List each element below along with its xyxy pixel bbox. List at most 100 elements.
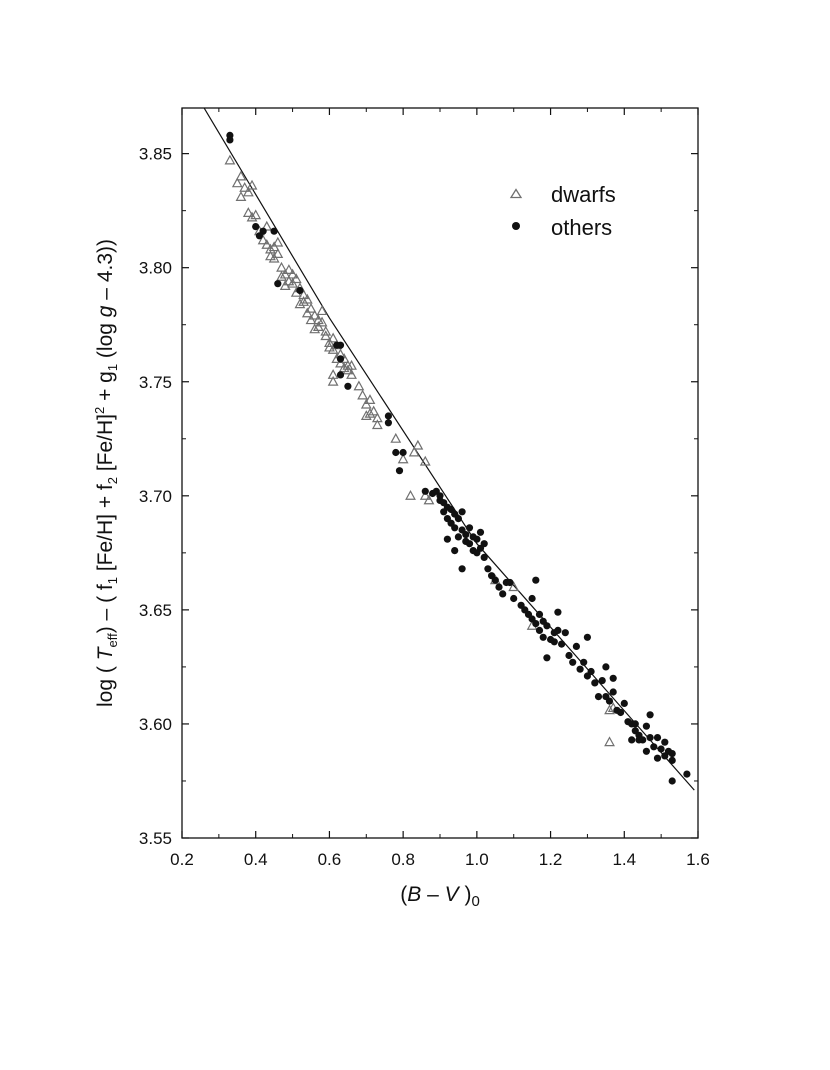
- other-point: [506, 578, 514, 587]
- dwarf-point: [353, 380, 365, 391]
- dwarf-point: [272, 248, 284, 258]
- other-point: [384, 412, 392, 420]
- x-tick-label: 0.8: [391, 850, 415, 869]
- other-point: [668, 750, 676, 758]
- other-point: [535, 626, 544, 635]
- dwarf-point: [419, 455, 431, 466]
- dwarf-point: [298, 296, 310, 306]
- other-point: [565, 651, 573, 660]
- other-point: [274, 280, 282, 288]
- other-point: [550, 638, 558, 646]
- dwarf-point: [239, 181, 251, 192]
- other-point: [653, 734, 662, 742]
- other-point: [255, 232, 263, 240]
- dwarf-point: [224, 154, 236, 165]
- axis-ticks: [181, 108, 699, 839]
- dwarf-point: [419, 489, 431, 500]
- other-point: [617, 708, 625, 717]
- other-point: [576, 665, 584, 673]
- dwarf-point: [272, 236, 284, 247]
- x-axis-title: (B – V )0: [400, 883, 480, 910]
- other-point: [668, 777, 676, 785]
- other-point: [653, 754, 662, 762]
- other-point: [392, 448, 400, 457]
- dwarf-point: [316, 305, 328, 316]
- other-point: [443, 535, 451, 543]
- dwarf-point: [231, 177, 243, 188]
- other-point: [476, 528, 485, 536]
- dwarf-point: [261, 220, 273, 231]
- other-point: [642, 747, 651, 755]
- other-point: [532, 576, 540, 584]
- other-point: [628, 736, 636, 744]
- other-point: [454, 533, 462, 541]
- other-point: [646, 734, 654, 742]
- dwarf-point: [242, 186, 254, 197]
- other-point: [458, 508, 466, 516]
- dwarf-point: [265, 243, 276, 254]
- other-point: [499, 590, 507, 598]
- x-tick-label: 0.6: [318, 850, 342, 869]
- other-point: [591, 679, 599, 687]
- other-point: [683, 770, 691, 778]
- other-point: [661, 738, 669, 746]
- legend: dwarfs others: [509, 182, 616, 240]
- other-point: [484, 565, 492, 573]
- dwarf-point: [242, 207, 254, 217]
- y-tick-label: 3.60: [139, 715, 172, 734]
- y-tick-label: 3.80: [139, 259, 172, 278]
- dwarf-point: [235, 170, 247, 181]
- other-point: [539, 633, 547, 641]
- y-tick-label: 3.75: [139, 373, 172, 392]
- dwarf-point: [508, 581, 520, 592]
- dwarf-point: [257, 234, 269, 245]
- dwarf-point: [246, 179, 258, 190]
- dwarf-point: [604, 736, 615, 747]
- dwarf-point: [301, 293, 313, 304]
- other-point: [602, 663, 610, 671]
- other-point: [587, 667, 595, 676]
- other-point: [465, 524, 474, 532]
- x-tick-label: 0.4: [244, 850, 268, 869]
- other-point: [554, 626, 562, 635]
- other-point: [454, 515, 462, 523]
- other-point: [561, 629, 569, 637]
- other-point: [646, 711, 654, 719]
- other-point: [543, 654, 551, 662]
- y-tick-label: 3.70: [139, 487, 172, 506]
- other-point: [480, 540, 488, 548]
- dwarf-point: [290, 273, 302, 284]
- dwarf-point: [408, 446, 420, 457]
- y-tick-label: 3.65: [139, 601, 172, 620]
- dwarf-point: [276, 270, 287, 281]
- dwarf-point: [604, 704, 615, 715]
- other-point: [480, 553, 488, 562]
- other-point: [598, 677, 606, 685]
- other-point: [605, 697, 614, 705]
- y-axis-title: log ( Teff) – ( f1 [Fe/H] + f2 [Fe/H]2 +…: [92, 239, 120, 707]
- x-tick-label: 1.0: [465, 850, 489, 869]
- other-point: [336, 355, 345, 363]
- other-point: [458, 565, 466, 573]
- other-point: [609, 674, 617, 682]
- dwarf-point: [357, 389, 369, 400]
- dwarf-point: [309, 323, 321, 334]
- dwarf-point: [327, 375, 339, 386]
- other-point: [495, 583, 503, 591]
- other-point: [535, 610, 544, 619]
- other-point: [473, 535, 481, 543]
- other-point: [554, 608, 562, 616]
- dwarf-point: [397, 453, 409, 464]
- dwarf-point: [412, 439, 424, 450]
- other-point: [421, 487, 429, 495]
- y-tick-label: 3.55: [139, 829, 172, 848]
- dwarfs-series: [224, 154, 619, 747]
- other-point: [336, 371, 345, 379]
- other-point: [642, 722, 651, 730]
- dwarf-point: [371, 419, 383, 430]
- legend-dwarfs-marker: [509, 188, 523, 199]
- dwarf-point: [368, 405, 380, 416]
- other-point: [569, 658, 577, 666]
- dwarf-point: [246, 211, 258, 222]
